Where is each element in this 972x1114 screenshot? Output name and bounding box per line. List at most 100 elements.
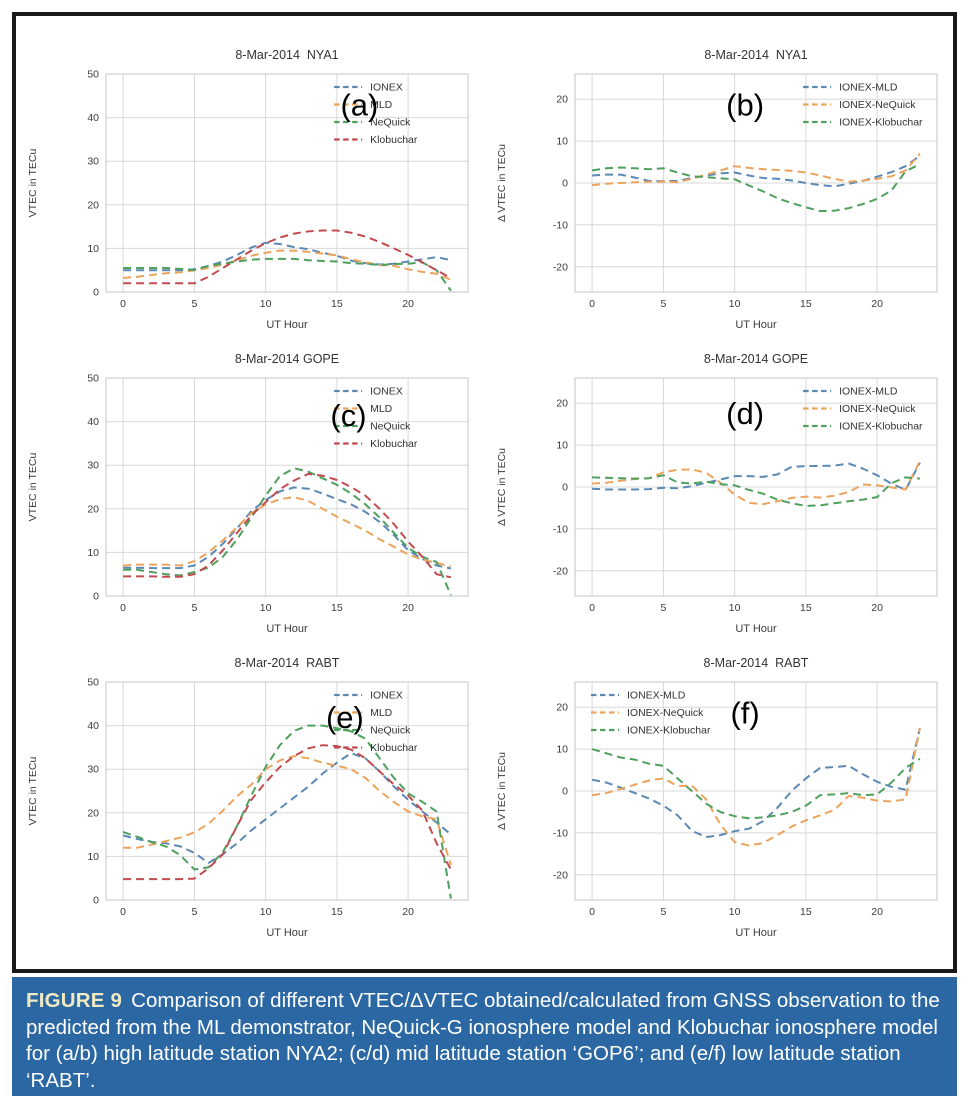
x-tick-label: 10 bbox=[260, 602, 272, 614]
y-tick-label: 10 bbox=[88, 547, 100, 559]
series-line-IONEX-Klobuchar bbox=[591, 163, 921, 213]
x-tick-label: 20 bbox=[403, 602, 415, 614]
y-tick-label: 20 bbox=[556, 702, 568, 714]
figure-caption-text: Comparison of different VTEC/ΔVTEC obtai… bbox=[26, 989, 940, 1092]
series-line-MLD bbox=[123, 249, 452, 281]
y-tick-label: 40 bbox=[88, 112, 100, 124]
series-line-Klobuchar bbox=[123, 229, 452, 285]
legend-label: NeQuick bbox=[370, 725, 411, 737]
x-tick-label: 5 bbox=[192, 906, 198, 918]
chart-xlabel: UT Hour bbox=[267, 623, 309, 635]
legend-label: IONEX-NeQuick bbox=[627, 707, 704, 719]
chart-ylabel: VTEC in TECu bbox=[27, 453, 39, 522]
panel-label: (a) bbox=[341, 87, 379, 122]
series-line-IONEX bbox=[123, 486, 452, 570]
chart-panel-f: 0 5 10 15 20 -20 -10 0 10 20 8-Mar-2014 RABT UT Hou… bbox=[489, 648, 949, 944]
series-line-Klobuchar bbox=[123, 472, 452, 579]
y-tick-label: 30 bbox=[88, 156, 100, 168]
chart-svg-0: 0 5 10 15 20 0 10 20 30 40 50 8-Mar-2014 NYA1 UT Hou… bbox=[27, 48, 469, 331]
legend-label: MLD bbox=[370, 403, 393, 415]
y-tick-label: 50 bbox=[88, 373, 100, 385]
figure-panel-frame: 0 5 10 15 20 0 10 20 30 40 50 8-Mar-2014 NYA1 UT Hou… bbox=[12, 12, 957, 973]
series-line-IONEX-Klobuchar bbox=[591, 474, 920, 507]
x-tick-label: 20 bbox=[871, 602, 883, 614]
y-tick-label: 10 bbox=[556, 440, 568, 452]
y-tick-label: 10 bbox=[88, 851, 100, 863]
y-tick-label: 20 bbox=[88, 503, 100, 515]
legend-label: IONEX-NeQuick bbox=[839, 99, 916, 111]
legend-label: Klobuchar bbox=[370, 742, 418, 754]
chart-svg-4: 0 5 10 15 20 0 10 20 30 40 50 8-Mar-2014 RABT UT Hou… bbox=[27, 656, 469, 939]
legend-label: IONEX-MLD bbox=[839, 386, 898, 398]
legend-label: MLD bbox=[370, 99, 393, 111]
chart-ylabel: Δ VTEC in TECu bbox=[496, 448, 508, 526]
series-line-MLD bbox=[123, 496, 452, 568]
x-tick-label: 15 bbox=[331, 298, 343, 310]
y-tick-label: 0 bbox=[562, 786, 568, 798]
chart-panel-d: 0 5 10 15 20 -20 -10 0 10 20 8-Mar-2014 GOPE UT Hou… bbox=[489, 344, 949, 640]
legend-label: NeQuick bbox=[370, 421, 411, 433]
series-line-Klobuchar bbox=[123, 744, 453, 881]
x-tick-label: 5 bbox=[192, 602, 198, 614]
y-tick-label: 30 bbox=[88, 764, 100, 776]
chart-xlabel: UT Hour bbox=[267, 927, 309, 939]
chart-panel-e: 0 5 10 15 20 0 10 20 30 40 50 8-Mar-2014 RABT UT Hou… bbox=[20, 648, 480, 944]
x-tick-label: 15 bbox=[800, 298, 812, 310]
x-tick-label: 20 bbox=[871, 906, 883, 918]
chart-title: 8-Mar-2014 RABT bbox=[703, 656, 808, 670]
y-tick-label: 0 bbox=[562, 178, 568, 190]
chart-title: 8-Mar-2014 RABT bbox=[235, 656, 340, 670]
y-tick-label: 30 bbox=[88, 460, 100, 472]
y-tick-label: 20 bbox=[88, 199, 100, 211]
legend-label: IONEX-Klobuchar bbox=[839, 421, 923, 433]
y-tick-label: -10 bbox=[553, 827, 568, 839]
series-line-IONEX-NeQuick bbox=[591, 460, 921, 506]
x-tick-label: 5 bbox=[660, 298, 666, 310]
y-tick-label: 50 bbox=[88, 69, 100, 81]
panel-label: (d) bbox=[726, 396, 764, 431]
y-tick-label: 0 bbox=[562, 482, 568, 494]
x-tick-label: 5 bbox=[660, 906, 666, 918]
y-tick-label: 10 bbox=[88, 243, 100, 255]
chart-panel-b: 0 5 10 15 20 -20 -10 0 10 20 8-Mar-2014 NYA1 UT Hou… bbox=[489, 40, 949, 336]
x-tick-label: 20 bbox=[403, 906, 415, 918]
y-tick-label: 20 bbox=[88, 807, 100, 819]
chart-ylabel: Δ VTEC in TECu bbox=[496, 752, 508, 830]
series-line-IONEX-MLD bbox=[591, 727, 921, 839]
y-tick-label: -10 bbox=[553, 523, 568, 535]
panel-label: (b) bbox=[726, 87, 764, 122]
chart-ylabel: VTEC in TECu bbox=[27, 757, 39, 826]
series-line-IONEX bbox=[123, 241, 452, 272]
x-tick-label: 20 bbox=[871, 298, 883, 310]
chart-xlabel: UT Hour bbox=[735, 623, 777, 635]
charts-grid: 0 5 10 15 20 0 10 20 30 40 50 8-Mar-2014 NYA1 UT Hou… bbox=[16, 16, 953, 944]
y-tick-label: 10 bbox=[556, 744, 568, 756]
y-tick-label: 40 bbox=[88, 416, 100, 428]
series-line-NeQuick bbox=[123, 257, 452, 292]
x-tick-label: 15 bbox=[800, 906, 812, 918]
series-line-IONEX-NeQuick bbox=[591, 727, 921, 847]
series-line-IONEX-Klobuchar bbox=[591, 748, 921, 820]
x-tick-label: 5 bbox=[192, 298, 198, 310]
legend-label: IONEX-Klobuchar bbox=[839, 117, 923, 129]
y-tick-label: 0 bbox=[93, 895, 99, 907]
series-line-IONEX-MLD bbox=[591, 462, 921, 491]
legend-label: IONEX-MLD bbox=[627, 690, 686, 702]
y-tick-label: 0 bbox=[93, 591, 99, 603]
x-tick-label: 15 bbox=[800, 602, 812, 614]
x-tick-label: 10 bbox=[729, 602, 741, 614]
legend-label: MLD bbox=[370, 707, 393, 719]
chart-xlabel: UT Hour bbox=[267, 319, 309, 331]
x-tick-label: 10 bbox=[729, 298, 741, 310]
y-tick-label: 0 bbox=[93, 287, 99, 299]
x-tick-label: 0 bbox=[120, 298, 126, 310]
chart-svg-1: 0 5 10 15 20 -20 -10 0 10 20 8-Mar-2014 NYA1 UT Hou… bbox=[496, 48, 938, 331]
figure-caption-label: FIGURE 9 bbox=[26, 989, 123, 1012]
chart-svg-2: 0 5 10 15 20 0 10 20 30 40 50 8-Mar-2014 GOPE UT Hou… bbox=[27, 352, 469, 635]
y-tick-label: -20 bbox=[553, 565, 568, 577]
legend-label: IONEX bbox=[370, 690, 403, 702]
series-line-IONEX-NeQuick bbox=[591, 153, 921, 187]
legend-label: NeQuick bbox=[370, 117, 411, 129]
legend-label: IONEX-MLD bbox=[839, 82, 898, 94]
panel-label: (c) bbox=[331, 398, 367, 433]
